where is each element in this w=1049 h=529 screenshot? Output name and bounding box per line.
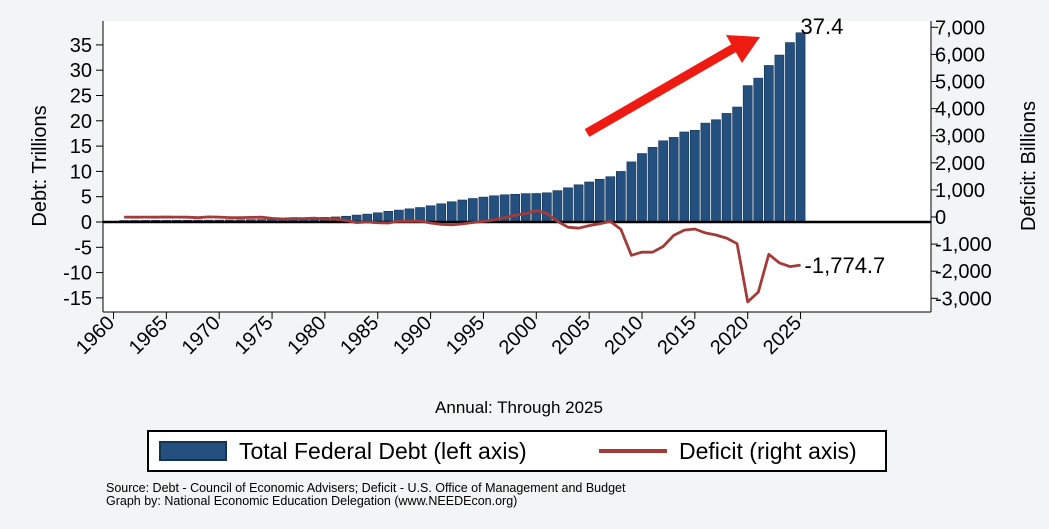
debt-bar-2022 [763, 65, 774, 223]
debt-bar-2019 [732, 106, 742, 223]
debt-bar-2007 [605, 176, 616, 223]
x-tick-label: 1970 [178, 312, 225, 359]
right-tick-label: 7,000 [935, 17, 985, 39]
x-tick-label: 1995 [442, 312, 489, 359]
legend-item-debt: Total Federal Debt (left axis) [159, 432, 527, 470]
trend-arrow [584, 35, 760, 137]
arrow-shaft [584, 44, 737, 137]
debt-bar-2014 [679, 131, 690, 223]
debt-bar-2020 [742, 85, 753, 223]
left-tick-label: 0 [81, 212, 92, 234]
source-line: Source: Debt - Council of Economic Advis… [106, 481, 626, 495]
left-tick-label: 20 [70, 111, 92, 133]
left-tick-label: 30 [70, 60, 92, 82]
debt-bar-1998 [510, 193, 520, 223]
debt-bar-2018 [721, 113, 732, 223]
debt-bar-2005 [584, 181, 594, 223]
debt-bar-2006 [594, 178, 605, 223]
debt-bar-2003 [563, 187, 573, 223]
debt-bar-1991 [436, 203, 447, 223]
debt-bar-1999 [520, 193, 531, 223]
right-tick-label: 1,000 [935, 180, 985, 202]
right-tick-label: 4,000 [935, 99, 985, 121]
y-axis-label-left: Debt: Trillions [29, 105, 51, 226]
debt-bar-2021 [753, 77, 764, 223]
debt-bar-2010 [637, 153, 647, 223]
x-tick-label: 2000 [495, 312, 542, 359]
debt-bars [119, 32, 806, 223]
legend-label-debt: Total Federal Debt (left axis) [239, 437, 527, 464]
left-tick-label: 5 [81, 187, 92, 209]
right-tick-label: 3,000 [935, 126, 985, 148]
x-tick-label: 1985 [336, 312, 383, 359]
legend-swatch-bar [159, 441, 227, 461]
x-tick-label: 1980 [283, 312, 330, 359]
legend-swatch-line [599, 449, 667, 453]
left-tick-label: 10 [70, 161, 92, 183]
debt-bar-1992 [446, 201, 457, 223]
debt-bar-2008 [616, 171, 626, 223]
credit-line: Graph by: National Economic Education De… [106, 494, 518, 508]
left-tick-label: 15 [70, 136, 92, 158]
debt-bar-2017 [711, 119, 721, 223]
right-axis: 7,000 6,000 5,000 4,000 3,000 2,000 1,000 0 -1,0… [930, 17, 992, 312]
debt-bar-1985 [372, 212, 383, 223]
x-tick-label: 2015 [653, 312, 700, 359]
debt-bar-1995 [478, 196, 489, 223]
x-tick-label: 1990 [389, 312, 436, 359]
debt-bar-2013 [668, 137, 679, 223]
y-axis-label-right: Deficit: Billions [1018, 101, 1040, 231]
x-tick-label: 2010 [601, 312, 648, 359]
right-tick-label: -3,000 [935, 288, 992, 310]
debt-bar-2025 [795, 32, 806, 223]
legend: Total Federal Debt (left axis) Deficit (… [147, 430, 887, 472]
legend-item-deficit: Deficit (right axis) [599, 432, 857, 470]
debt-bar-2000 [531, 193, 542, 223]
x-tick-label: 2020 [706, 312, 753, 359]
x-axis-label: Annual: Through 2025 [435, 398, 603, 417]
right-tick-label: 2,000 [935, 153, 985, 175]
right-tick-label: 6,000 [935, 44, 985, 66]
right-tick-label: -1,000 [935, 234, 992, 256]
right-tick-label: -2,000 [935, 261, 992, 283]
left-tick-label: -10 [63, 263, 92, 285]
debt-bar-2011 [647, 147, 658, 223]
debt-bar-2004 [573, 184, 584, 223]
debt-bar-1994 [468, 198, 478, 223]
debt-end-label: 37.4 [801, 14, 844, 39]
left-tick-label: -5 [74, 237, 92, 259]
debt-bar-2024 [785, 42, 795, 223]
debt-bar-1990 [425, 205, 436, 223]
x-tick-label: 1975 [231, 312, 278, 359]
right-tick-label: 0 [935, 207, 946, 229]
x-tick-label: 1960 [72, 312, 119, 359]
left-axis: 35 30 25 20 15 10 5 0 -5 -10 -15 [63, 21, 104, 312]
debt-bar-1986 [383, 210, 394, 223]
debt-bar-2001 [542, 192, 552, 223]
debt-bar-2015 [689, 130, 700, 223]
debt-bar-2012 [658, 140, 668, 223]
legend-label-deficit: Deficit (right axis) [679, 437, 857, 464]
debt-bar-2016 [700, 122, 711, 223]
x-axis: 1960 1965 1970 1975 1980 1985 1990 1995 2000 2005… [72, 311, 931, 359]
left-tick-label: -15 [63, 288, 92, 310]
debt-bar-2009 [626, 161, 637, 223]
left-tick-label: 25 [70, 86, 92, 108]
debt-bar-1993 [457, 199, 468, 223]
x-tick-label: 2005 [548, 312, 595, 359]
left-tick-label: 35 [70, 35, 92, 57]
arrow-head [726, 35, 760, 63]
right-tick-label: 5,000 [935, 72, 985, 94]
deficit-end-label: -1,774.7 [805, 253, 886, 278]
x-tick-label: 2025 [759, 312, 806, 359]
debt-bar-2023 [774, 54, 785, 223]
source-note: Source: Debt - Council of Economic Advis… [106, 482, 625, 508]
x-tick-label: 1965 [125, 312, 172, 359]
deficit-line [124, 209, 801, 304]
